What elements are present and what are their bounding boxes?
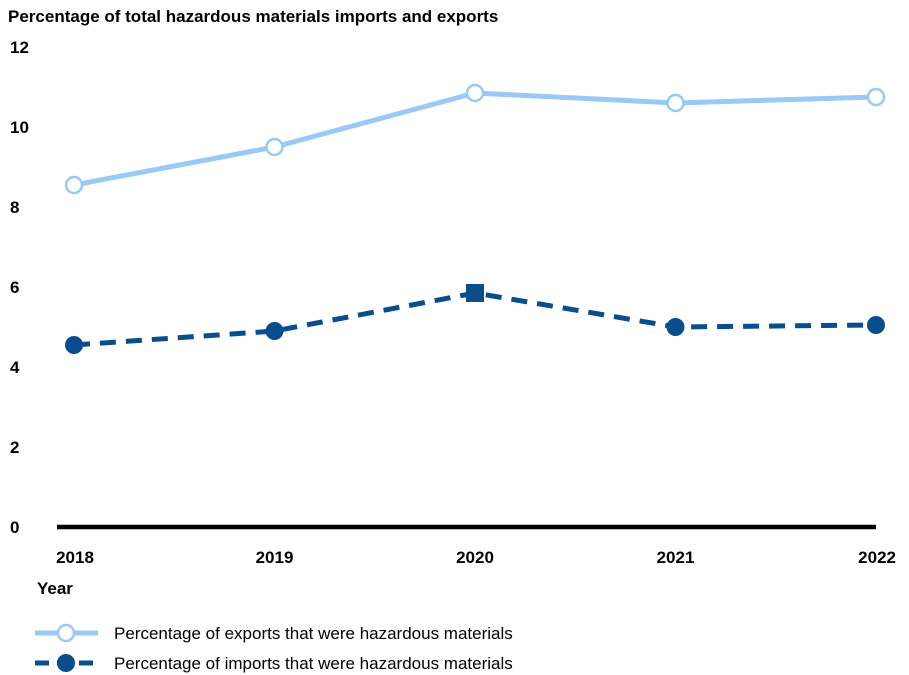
x-tick-label: 2019 (256, 548, 294, 567)
y-tick-label: 12 (10, 38, 29, 57)
legend-label: Percentage of exports that were hazardou… (114, 624, 513, 643)
data-point (666, 93, 685, 113)
x-tick-label: 2021 (657, 548, 695, 567)
y-tick-label: 6 (10, 278, 19, 297)
data-point (866, 87, 886, 107)
x-axis-label: Year (37, 579, 73, 598)
x-tick-label: 2022 (858, 548, 896, 567)
y-axis-ticks: 0 2 4 6 8 10 12 (10, 38, 29, 537)
data-point (465, 83, 485, 103)
legend-marker (56, 623, 76, 643)
y-tick-label: 4 (10, 358, 20, 377)
data-point (265, 137, 284, 157)
x-tick-label: 2018 (56, 548, 94, 567)
data-point (64, 175, 84, 195)
legend: Percentage of exports that were hazardou… (35, 623, 513, 673)
legend-marker (57, 654, 75, 672)
data-point (65, 336, 83, 354)
data-point (666, 318, 685, 336)
x-tick-label: 2020 (456, 548, 494, 567)
y-tick-label: 10 (10, 118, 29, 137)
legend-label: Percentage of imports that were hazardou… (114, 654, 513, 673)
y-tick-label: 2 (10, 438, 19, 457)
y-tick-label: 0 (10, 518, 19, 537)
series-layer (64, 83, 886, 354)
data-point (265, 322, 284, 340)
data-point (867, 316, 885, 334)
series-line (73, 90, 877, 188)
data-point (466, 284, 484, 302)
x-axis-ticks: 2018 2019 2020 2021 2022 (56, 548, 896, 567)
chart-title: Percentage of total hazardous materials … (8, 7, 498, 26)
y-tick-label: 8 (10, 198, 19, 217)
